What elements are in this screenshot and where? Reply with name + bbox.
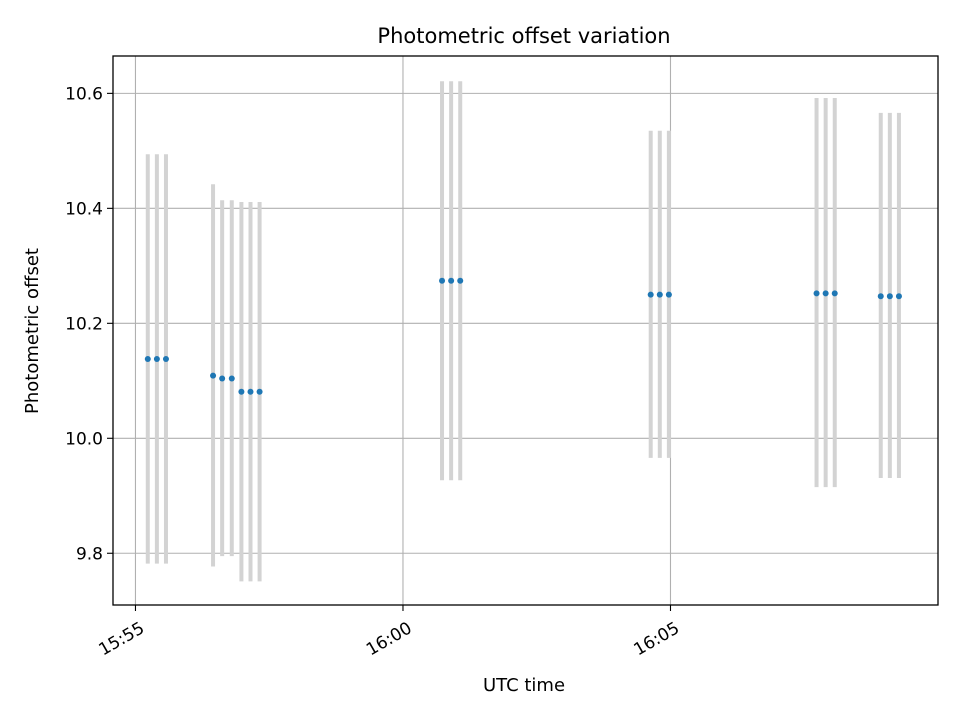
chart-title: Photometric offset variation	[377, 24, 670, 48]
data-point	[831, 290, 838, 297]
data-point	[647, 291, 654, 298]
data-point	[822, 290, 829, 297]
data-point	[144, 355, 151, 362]
data-point	[448, 277, 455, 284]
data-point	[877, 293, 884, 300]
data-point	[228, 375, 235, 382]
y-tick-label: 10.4	[65, 199, 103, 219]
data-point	[665, 291, 672, 298]
x-axis-title: UTC time	[483, 675, 565, 696]
data-point	[162, 355, 169, 362]
data-point	[210, 372, 217, 379]
data-point	[886, 293, 893, 300]
data-point	[656, 291, 663, 298]
point-layer	[144, 277, 902, 395]
data-point	[895, 293, 902, 300]
data-point	[256, 388, 263, 395]
y-tick-label: 9.8	[76, 544, 103, 564]
data-point	[457, 277, 464, 284]
y-tick-label: 10.0	[65, 429, 103, 449]
data-point	[219, 375, 226, 382]
plot-frame	[112, 55, 939, 606]
data-point	[247, 388, 254, 395]
data-point	[813, 290, 820, 297]
data-point	[238, 388, 245, 395]
y-tick-label: 10.6	[65, 84, 103, 104]
data-point	[153, 355, 160, 362]
y-tick-label: 10.2	[65, 314, 103, 334]
data-point	[439, 277, 446, 284]
y-axis-title: Photometric offset	[22, 248, 43, 414]
